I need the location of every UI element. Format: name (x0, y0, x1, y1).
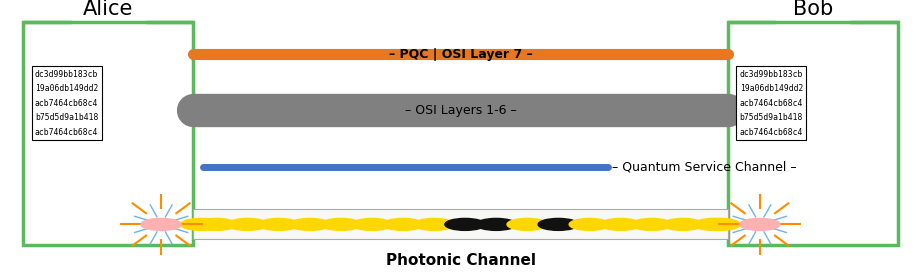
Circle shape (445, 218, 485, 230)
Circle shape (700, 218, 740, 230)
Circle shape (632, 218, 671, 230)
Circle shape (538, 218, 578, 230)
Bar (193, 209, 728, 239)
Circle shape (352, 218, 392, 230)
Text: dc3d99bb183cb
19a06db149dd2
acb7464cb68c4
b75d5d9a1b418
acb7464cb68c4: dc3d99bb183cb 19a06db149dd2 acb7464cb68c… (740, 70, 803, 137)
Circle shape (181, 218, 221, 230)
Text: – Quantum Service Channel –: – Quantum Service Channel – (612, 161, 797, 174)
Text: Photonic Channel: Photonic Channel (386, 253, 535, 268)
Circle shape (414, 218, 454, 230)
FancyBboxPatch shape (23, 22, 193, 245)
Circle shape (507, 218, 547, 230)
Circle shape (289, 218, 330, 230)
Circle shape (569, 218, 610, 230)
Text: – OSI Layers 1-6 –: – OSI Layers 1-6 – (404, 104, 517, 117)
Circle shape (600, 218, 641, 230)
Text: dc3d99bb183cb
19a06db149dd2
acb7464cb68c4
b75d5d9a1b418
acb7464cb68c4: dc3d99bb183cb 19a06db149dd2 acb7464cb68c… (35, 70, 99, 137)
Text: Alice: Alice (83, 0, 134, 19)
Text: – PQC | OSI Layer 7 –: – PQC | OSI Layer 7 – (389, 48, 532, 61)
Circle shape (196, 218, 237, 230)
Circle shape (141, 218, 181, 230)
Text: Bob: Bob (793, 0, 833, 19)
Circle shape (740, 218, 780, 230)
Circle shape (662, 218, 703, 230)
Circle shape (383, 218, 423, 230)
Circle shape (321, 218, 361, 230)
Circle shape (476, 218, 517, 230)
FancyBboxPatch shape (728, 22, 898, 245)
Circle shape (227, 218, 268, 230)
Circle shape (258, 218, 298, 230)
Circle shape (694, 218, 734, 230)
